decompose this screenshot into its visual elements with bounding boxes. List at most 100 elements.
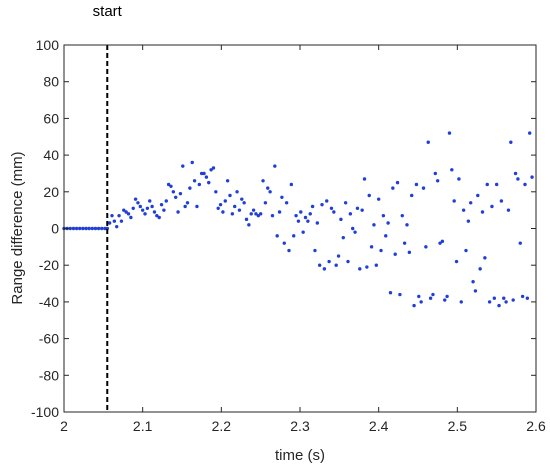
data-point — [343, 201, 348, 205]
axis-ticks: 2 2.1 2.2 2.3 2.4 2.5 2.6 -100 -80 -60 -40 -20 0 20 40… — [31, 37, 546, 434]
data-point — [433, 171, 438, 176]
data-point — [294, 213, 298, 218]
data-point — [374, 263, 379, 267]
data-point — [218, 202, 223, 207]
data-point — [261, 179, 265, 183]
data-point — [225, 179, 230, 183]
y-tick-label: 40 — [43, 147, 59, 163]
data-point — [317, 263, 322, 267]
data-point — [299, 210, 303, 214]
data-point — [419, 300, 423, 304]
data-point — [336, 254, 341, 258]
annotations-layer: start — [93, 3, 123, 412]
data-point — [528, 131, 532, 135]
data-point — [148, 199, 152, 203]
data-point — [103, 226, 107, 231]
data-point — [334, 263, 338, 267]
data-point — [516, 177, 520, 181]
data-point — [280, 195, 284, 200]
data-point — [240, 197, 244, 201]
data-point — [270, 213, 275, 218]
data-point — [365, 265, 369, 269]
data-point — [287, 248, 291, 253]
data-point — [360, 208, 364, 212]
data-point — [235, 190, 239, 194]
data-point — [306, 219, 310, 223]
data-point — [115, 224, 119, 229]
data-point — [155, 213, 159, 218]
data-point — [301, 230, 305, 234]
data-point — [197, 182, 202, 187]
data-point — [424, 245, 428, 249]
data-point — [410, 193, 414, 198]
data-point — [107, 221, 112, 225]
data-point — [386, 221, 390, 225]
data-point — [87, 226, 91, 231]
data-point — [447, 131, 452, 135]
data-point — [355, 206, 360, 211]
data-point — [426, 140, 430, 144]
data-point — [96, 226, 101, 231]
data-point — [138, 204, 143, 209]
data-point — [367, 193, 371, 198]
data-point — [145, 206, 150, 211]
data-point — [417, 294, 421, 299]
data-point — [339, 217, 343, 222]
data-point — [402, 241, 407, 245]
data-point — [263, 201, 268, 205]
data-point — [379, 248, 383, 253]
data-point — [518, 241, 522, 245]
data-point — [400, 213, 404, 218]
data-point — [192, 179, 197, 183]
y-tick-label: -40 — [39, 294, 59, 310]
data-point — [216, 206, 220, 211]
data-point — [233, 204, 237, 209]
data-point — [464, 248, 468, 253]
data-point — [313, 248, 317, 253]
data-point — [78, 226, 82, 231]
y-tick-label: -60 — [39, 331, 59, 347]
data-point — [181, 164, 185, 168]
y-tick-label: -20 — [39, 257, 59, 273]
data-point — [93, 226, 98, 231]
data-point — [502, 296, 506, 300]
data-point — [443, 298, 447, 302]
data-point — [466, 219, 471, 223]
x-tick-label: 2.5 — [448, 418, 468, 434]
data-point — [414, 182, 419, 187]
y-tick-label: 80 — [43, 74, 59, 90]
data-point — [152, 210, 157, 214]
data-point — [164, 199, 168, 203]
data-point — [483, 256, 487, 260]
data-point — [310, 204, 315, 209]
data-point — [504, 300, 508, 304]
data-point — [71, 226, 76, 231]
data-point — [471, 280, 475, 284]
data-point — [480, 210, 485, 214]
data-point — [391, 186, 395, 190]
data-point — [308, 212, 312, 216]
data-point — [384, 234, 388, 238]
y-tick-label: -80 — [39, 367, 59, 383]
start-marker-label: start — [93, 3, 123, 20]
data-point — [296, 219, 301, 223]
data-point — [249, 212, 253, 216]
data-point — [381, 213, 386, 218]
x-tick-label: 2.1 — [133, 418, 153, 434]
data-point — [473, 289, 478, 293]
data-point — [143, 212, 147, 216]
data-point — [329, 206, 334, 211]
data-point — [247, 223, 251, 227]
data-point — [440, 239, 445, 244]
data-point — [478, 267, 482, 271]
x-tick-label: 2.3 — [290, 418, 310, 434]
data-point — [438, 241, 442, 245]
data-point — [457, 177, 461, 181]
data-point — [428, 296, 433, 300]
data-point — [509, 140, 513, 144]
data-point — [209, 168, 213, 172]
data-point — [530, 175, 534, 179]
data-point — [362, 177, 367, 181]
data-point — [461, 208, 466, 212]
